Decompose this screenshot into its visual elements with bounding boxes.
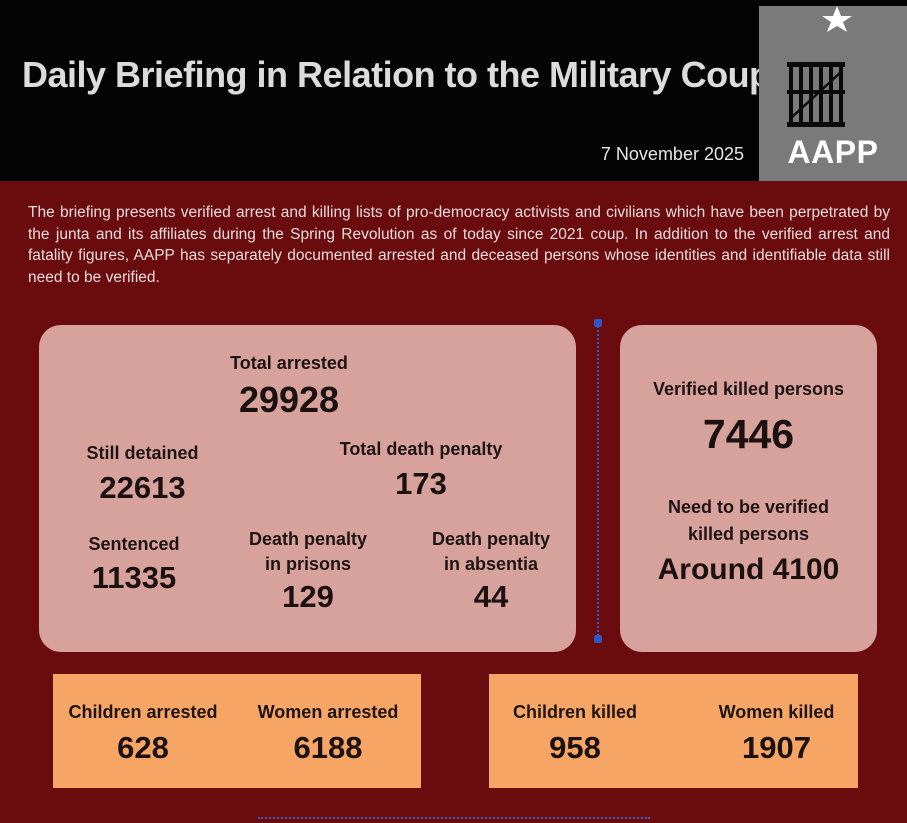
still-detained-value: 22613 [99, 470, 186, 505]
divider-dot-top [594, 319, 602, 327]
children-women-arrested-box: Children arrested 628 Women arrested 618… [53, 674, 421, 788]
total-death-penalty-value: 173 [395, 466, 447, 501]
death-penalty-absentia-value: 44 [473, 579, 509, 614]
women-arrested-value: 6188 [293, 730, 363, 765]
children-women-killed-box: Children killed 958 Women killed 1907 [489, 674, 858, 788]
unverified-killed-label-line1: Need to be verified [667, 497, 830, 517]
unverified-killed-value: Around 4100 [657, 553, 840, 586]
women-killed-value: 1907 [742, 730, 811, 765]
still-detained-label: Still detained [86, 443, 199, 463]
children-killed-value: 958 [549, 730, 601, 765]
killed-panel: Verified killed persons 7446 Need to be … [620, 325, 877, 652]
women-arrested-label: Women arrested [257, 702, 399, 722]
briefing-date: 7 November 2025 [600, 144, 744, 164]
aapp-logo: AAPP [759, 6, 907, 181]
unverified-killed-label-line2: killed persons [687, 524, 810, 544]
bottom-divider [258, 817, 650, 819]
logo-text: AAPP [787, 134, 879, 170]
sentenced-value: 11335 [91, 560, 177, 595]
children-killed-label: Children killed [512, 702, 638, 722]
death-penalty-absentia-label-line2: in absentia [443, 554, 539, 574]
sentenced-label: Sentenced [88, 534, 180, 554]
page-title: Daily Briefing in Relation to the Milita… [22, 54, 771, 95]
divider-dot-bottom [594, 635, 602, 643]
crescent-prison-icon [781, 6, 869, 127]
total-death-penalty-label: Total death penalty [339, 439, 503, 459]
vertical-divider [597, 322, 599, 640]
intro-paragraph: The briefing presents verified arrest an… [28, 204, 890, 286]
verified-killed-label: Verified killed persons [652, 379, 845, 399]
total-arrested-value: 29928 [238, 379, 340, 420]
women-killed-label: Women killed [718, 702, 835, 722]
death-penalty-prisons-label-line1: Death penalty [248, 529, 368, 549]
verified-killed-value: 7446 [702, 411, 795, 457]
children-arrested-value: 628 [117, 730, 169, 765]
death-penalty-prisons-value: 129 [282, 579, 334, 614]
death-penalty-prisons-label-line2: in prisons [264, 554, 351, 574]
children-arrested-label: Children arrested [68, 702, 218, 722]
arrests-panel: Total arrested 29928 Still detained 2261… [39, 325, 576, 652]
total-arrested-label: Total arrested [230, 353, 348, 373]
death-penalty-absentia-label-line1: Death penalty [431, 529, 551, 549]
header-banner: Daily Briefing in Relation to the Milita… [0, 0, 907, 181]
